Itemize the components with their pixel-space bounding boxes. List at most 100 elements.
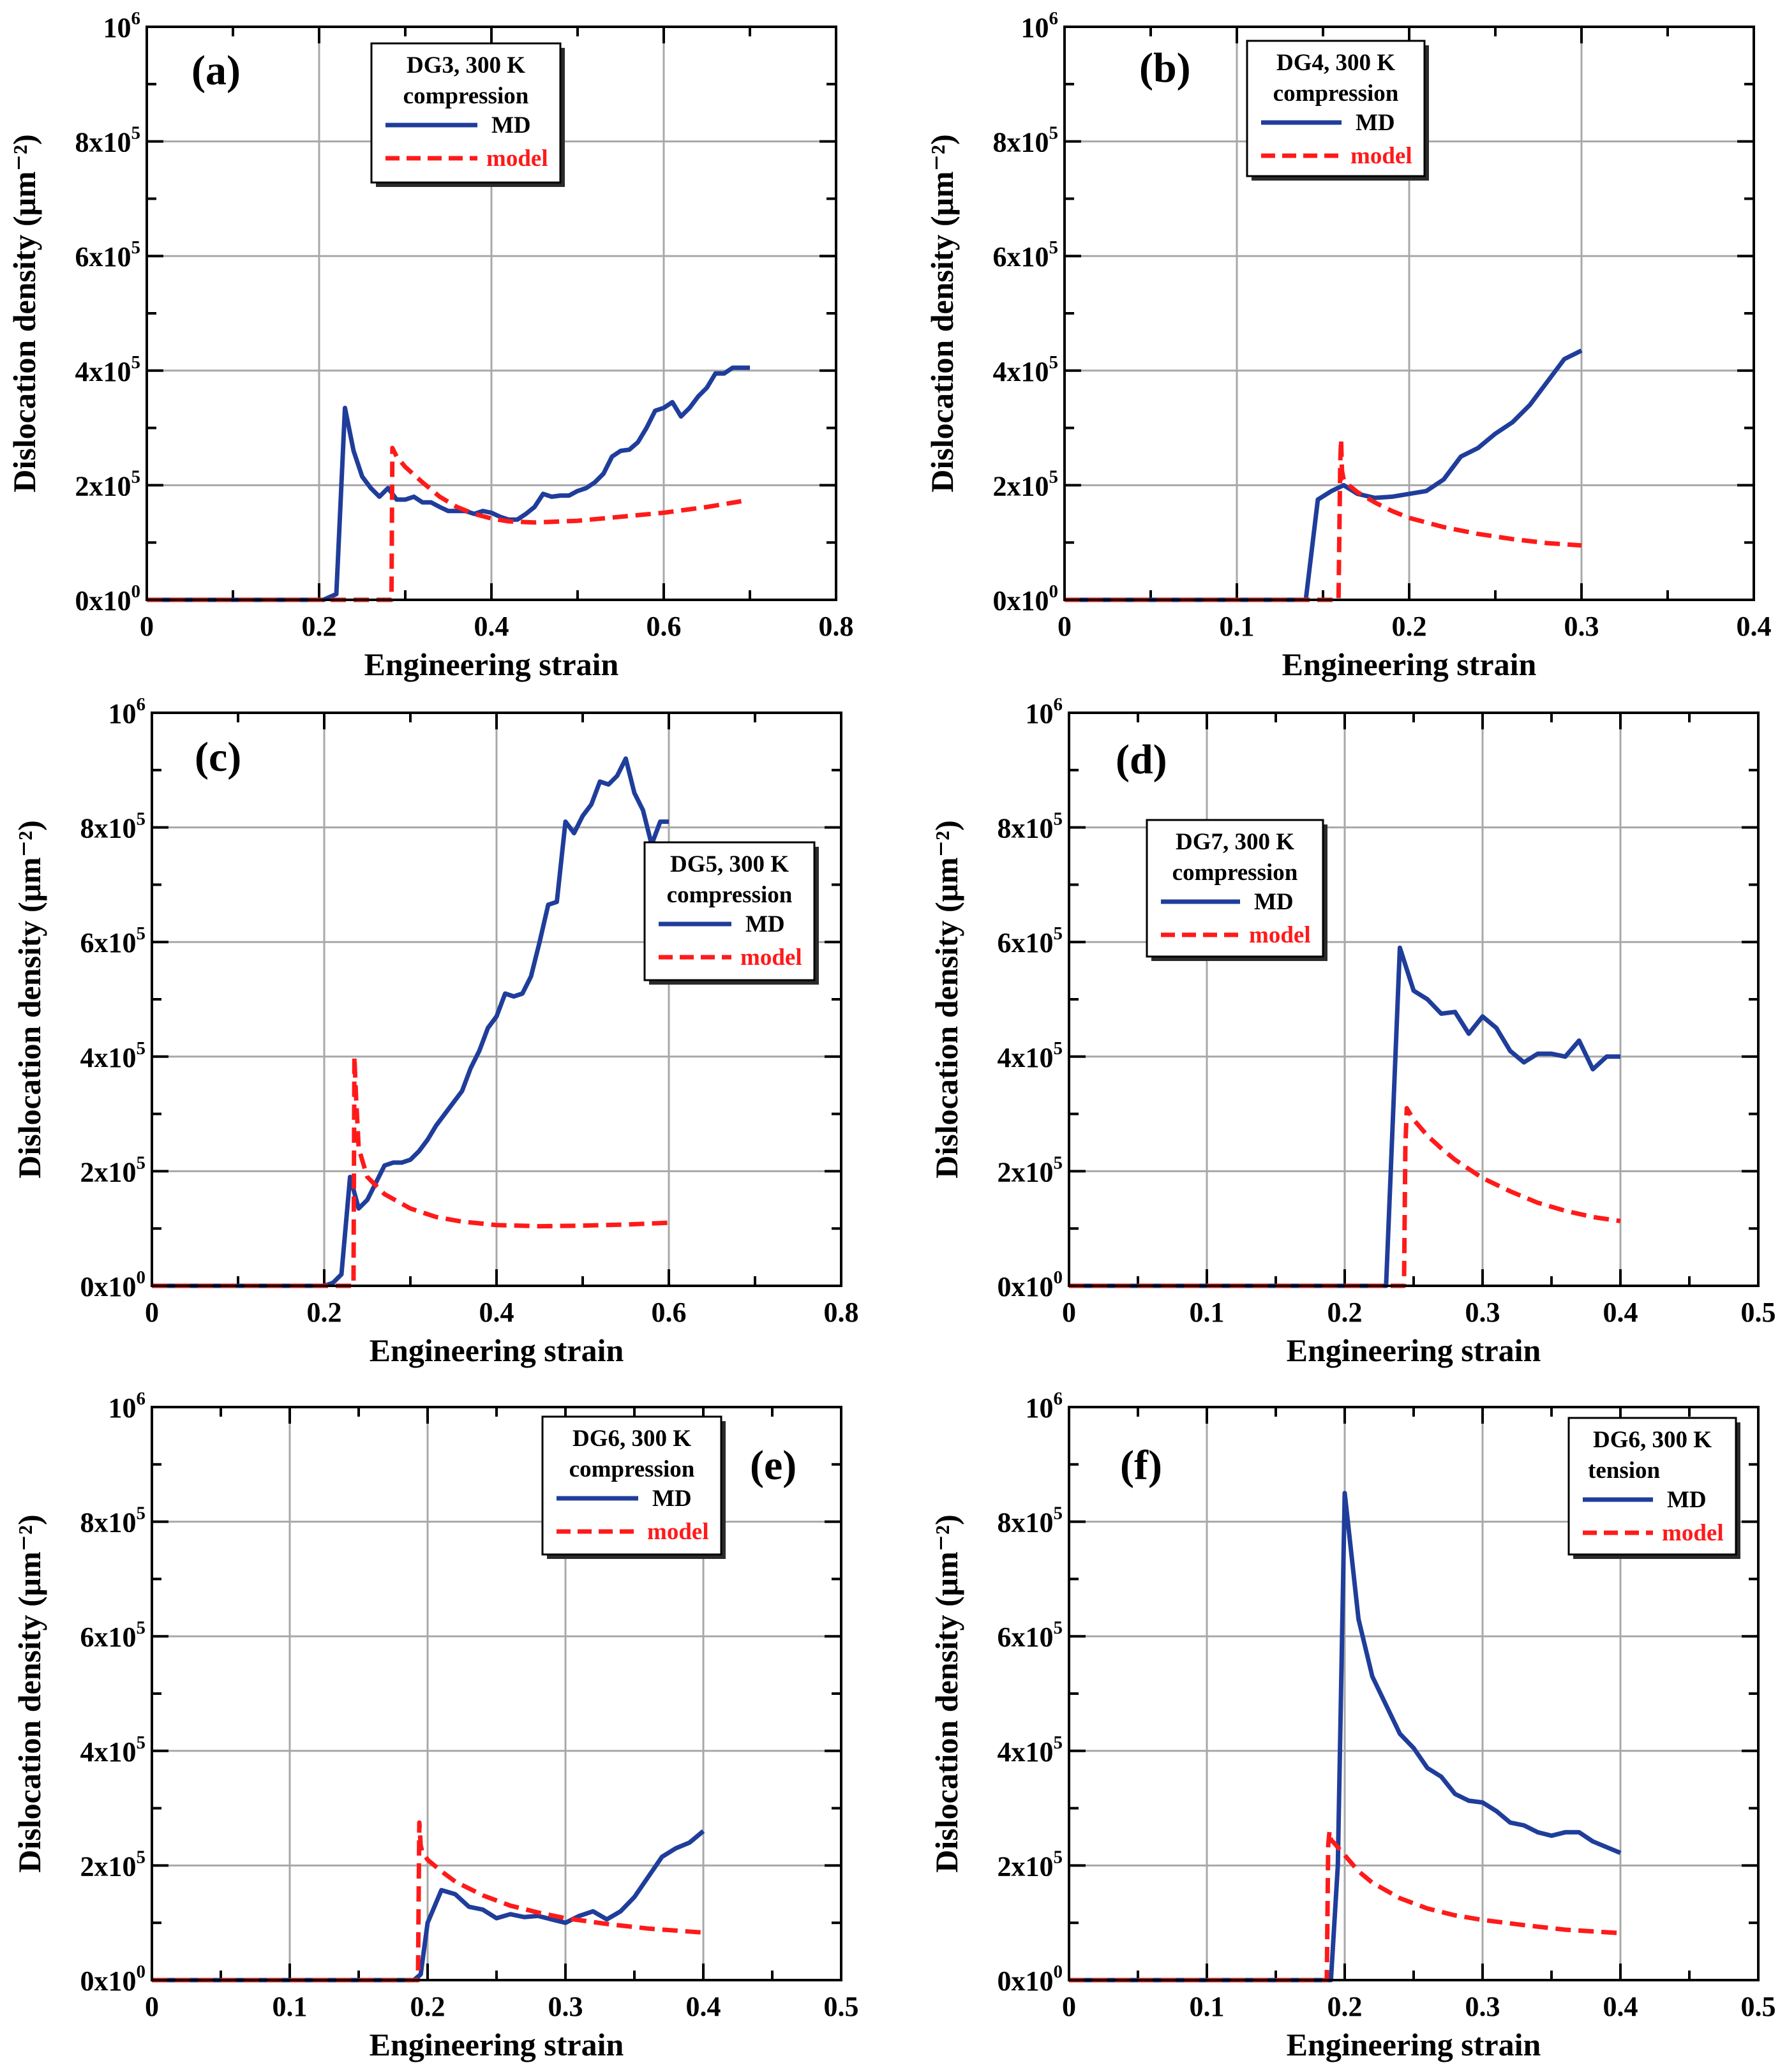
legend-subtitle: compression	[1273, 80, 1399, 107]
series-model	[1065, 437, 1582, 602]
x-tick-label: 0.2	[302, 611, 337, 642]
legend-md-label: MD	[652, 1486, 692, 1512]
legend-title: DG3, 300 K	[407, 52, 525, 78]
y-tick-label: 0x100	[75, 581, 141, 616]
y-axis-title: Dislocation density (μm⁻²)	[11, 1514, 47, 1872]
legend-box	[370, 42, 562, 184]
y-tick-label: 6x105	[80, 1618, 146, 1653]
panel-a: 0 0.2 0.4 0.6 0.8 0x100 2x105 4x105 6x105 8x105 10…	[6, 8, 854, 682]
plot-frame	[1063, 26, 1755, 601]
y-tick-label: 2x105	[993, 466, 1059, 502]
y-tick-label: 0x100	[80, 1962, 146, 1997]
x-tick-label: 0.8	[819, 611, 854, 642]
x-tick-label: 0.1	[1190, 1991, 1225, 2022]
x-axis-title: Engineering strain	[370, 2027, 624, 2062]
x-axis-title: Engineering strain	[1282, 646, 1537, 682]
y-tick-label: 6x105	[998, 923, 1063, 958]
y-tick-label: 106	[103, 8, 141, 43]
x-tick-label: 0.3	[548, 1991, 583, 2022]
y-tick-label: 6x105	[75, 237, 141, 272]
x-tick-label: 0.3	[1465, 1991, 1500, 2022]
x-tick-label: 0.3	[1465, 1297, 1500, 1328]
y-tick-label: 6x105	[80, 923, 146, 958]
y-tick-label: 8x105	[75, 123, 141, 158]
series-model	[1069, 1106, 1621, 1288]
legend-md-label: MD	[1667, 1487, 1707, 1513]
series-model	[152, 1054, 669, 1288]
x-tick-label: 0	[1062, 1297, 1076, 1328]
x-axis-title: Engineering strain	[1287, 2027, 1541, 2062]
plot-frame	[1068, 712, 1760, 1287]
y-tick-label: 4x105	[75, 352, 141, 387]
y-tick-label: 4x105	[80, 1038, 146, 1073]
y-axis-title: Dislocation density (μm⁻²)	[924, 134, 960, 492]
legend-md-label: MD	[745, 911, 785, 937]
series-md	[152, 1829, 705, 1983]
panel-label: (f)	[1120, 1442, 1162, 1489]
y-tick-label: 0x100	[998, 1962, 1063, 1997]
x-tick-label: 0.4	[479, 1297, 514, 1328]
legend-subtitle: tension	[1588, 1457, 1661, 1484]
legend: DG3, 300 K compression MD model	[370, 42, 565, 187]
y-tick-label: 106	[108, 1389, 146, 1424]
plot-frame	[151, 1406, 842, 1981]
x-tick-label: 0.5	[1741, 1991, 1776, 2022]
x-tick-label: 0.2	[1327, 1991, 1363, 2022]
x-tick-label: 0.3	[1564, 611, 1599, 642]
x-tick-label: 0.4	[1603, 1297, 1638, 1328]
panel-f: 0 0.1 0.2 0.3 0.4 0.5 0x100 2x105 4x105 6x105 8x10…	[929, 1389, 1776, 2062]
legend-md-label: MD	[491, 112, 531, 138]
series-model	[1069, 1829, 1621, 1983]
x-tick-label: 0.2	[1392, 611, 1427, 642]
x-axis-title: Engineering strain	[370, 1332, 624, 1368]
series-md	[1065, 348, 1583, 602]
x-tick-label: 0.2	[1327, 1297, 1363, 1328]
panel-e: 0 0.1 0.2 0.3 0.4 0.5 0x100 2x105 4x105 6x105 8x10…	[11, 1389, 859, 2062]
legend: DG7, 300 K compression MD model	[1146, 819, 1327, 961]
x-tick-label: 0.5	[1741, 1297, 1776, 1328]
y-tick-label: 4x105	[993, 352, 1059, 387]
y-tick-label: 8x105	[993, 123, 1059, 158]
y-tick-label: 0x100	[993, 581, 1059, 616]
y-tick-label: 4x105	[80, 1733, 146, 1768]
y-axis-title: Dislocation density (μm⁻²)	[11, 820, 47, 1178]
panel-label: (a)	[191, 47, 241, 94]
x-tick-label: 0	[140, 611, 154, 642]
y-tick-label: 2x105	[998, 1847, 1063, 1882]
panel-c: 0 0.2 0.4 0.6 0.8 0x100 2x105 4x105 6x105 8x105 10…	[11, 694, 859, 1368]
y-axis-title: Dislocation density (μm⁻²)	[929, 820, 964, 1178]
y-tick-label: 8x105	[998, 809, 1063, 844]
x-tick-label: 0.4	[686, 1991, 721, 2022]
y-tick-label: 8x105	[80, 809, 146, 844]
y-tick-label: 4x105	[998, 1038, 1063, 1073]
panel-label: (b)	[1139, 45, 1191, 91]
x-axis-title: Engineering strain	[1287, 1332, 1541, 1368]
y-tick-label: 2x105	[75, 466, 141, 502]
panel-d: 0 0.1 0.2 0.3 0.4 0.5 0x100 2x105 4x105 6x105 8x10…	[929, 694, 1776, 1368]
x-tick-label: 0.2	[307, 1297, 342, 1328]
legend: DG5, 300 K compression MD model	[643, 841, 819, 985]
x-tick-label: 0.4	[1737, 611, 1772, 642]
legend-subtitle: compression	[403, 83, 529, 109]
y-tick-label: 8x105	[80, 1503, 146, 1539]
plot-frame	[151, 712, 842, 1287]
x-tick-label: 0	[1062, 1991, 1076, 2022]
legend-model-label: model	[1662, 1520, 1724, 1546]
legend-model-label: model	[486, 145, 548, 172]
legend-model-label: model	[740, 944, 802, 971]
legend-title: DG4, 300 K	[1276, 50, 1395, 76]
y-axis-title: Dislocation density (μm⁻²)	[6, 134, 42, 492]
legend-subtitle: compression	[1172, 860, 1298, 886]
x-tick-label: 0.6	[652, 1297, 687, 1328]
x-tick-label: 0	[145, 1297, 159, 1328]
legend-md-label: MD	[1254, 889, 1294, 915]
y-axis-title: Dislocation density (μm⁻²)	[929, 1514, 964, 1872]
legend-title: DG7, 300 K	[1176, 829, 1294, 855]
legend-model-label: model	[1350, 143, 1412, 169]
y-tick-label: 8x105	[998, 1503, 1063, 1539]
y-tick-label: 2x105	[80, 1847, 146, 1882]
series-md	[1069, 945, 1620, 1288]
x-tick-label: 0.1	[1220, 611, 1255, 642]
legend: DG4, 300 K compression MD model	[1246, 40, 1429, 181]
